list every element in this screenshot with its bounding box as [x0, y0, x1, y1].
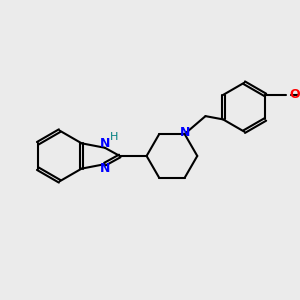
Text: N: N — [100, 162, 111, 175]
Text: H: H — [110, 132, 118, 142]
Text: N: N — [100, 137, 111, 150]
Text: N: N — [179, 126, 190, 139]
Text: O: O — [289, 88, 300, 101]
